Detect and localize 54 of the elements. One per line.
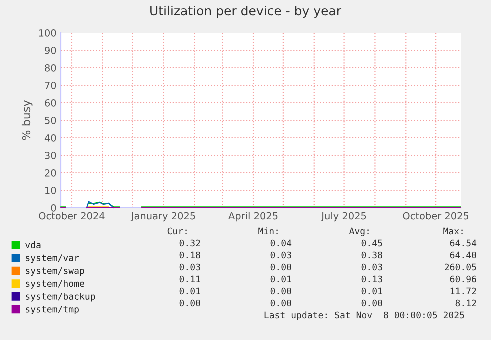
legend-label: system/backup <box>26 292 96 302</box>
text: 0.00 <box>180 300 200 307</box>
text: 0.38 <box>362 252 382 259</box>
text: 0.03 <box>180 264 200 271</box>
y-axis-title: % busy <box>22 100 33 140</box>
text: Min: <box>258 228 278 235</box>
text: 0.03 <box>362 264 382 271</box>
text: Cur: <box>168 228 187 235</box>
text: 0.03 <box>270 252 292 259</box>
x-tick-label: January 2025 <box>130 212 196 222</box>
text: 0.00 <box>270 264 292 271</box>
text: 0.00 <box>270 288 292 295</box>
text: 0.18 <box>180 252 200 259</box>
y-tick-label: 50 <box>45 116 56 124</box>
text: Max: <box>444 228 463 235</box>
text: 0.45 <box>362 240 382 247</box>
y-tick-label: 20 <box>45 169 56 177</box>
y-tick-label: 90 <box>45 46 56 54</box>
text: 8.12 <box>456 300 476 307</box>
chart-title: Utilization per device - by year <box>150 6 342 18</box>
text: 0.00 <box>362 300 382 307</box>
text: 0.01 <box>180 288 200 295</box>
x-tick-label: October 2024 <box>39 212 105 220</box>
text: Last update: Sat Nov 8 00:00:05 2025 <box>264 312 464 320</box>
y-tick-label: 0 <box>51 204 56 212</box>
legend-label: system/home <box>26 280 84 289</box>
y-tick-label: 80 <box>45 64 56 72</box>
line-series <box>86 201 114 209</box>
text: 0.32 <box>180 240 200 247</box>
text: 0.01 <box>270 276 292 283</box>
text: Avg: <box>349 228 369 236</box>
text: 64.40 <box>450 252 476 259</box>
text: 0.00 <box>270 300 292 307</box>
text: 11.72 <box>450 288 476 295</box>
legend-label: system/var <box>26 254 80 264</box>
text: 64.54 <box>450 240 477 247</box>
x-tick-label: October 2025 <box>403 212 469 220</box>
legend-label: system/swap <box>26 268 84 276</box>
text: 260.05 <box>445 264 476 271</box>
y-tick-label: 100 <box>39 29 56 37</box>
y-tick-label: 40 <box>44 134 56 142</box>
text: 0.13 <box>362 276 382 283</box>
y-tick-label: 70 <box>45 82 56 90</box>
y-tick-label: 30 <box>45 152 56 160</box>
x-tick-label: April 2025 <box>228 212 278 222</box>
y-tick-label: 10 <box>46 186 56 194</box>
text: 60.96 <box>450 276 476 283</box>
legend-label: system/tmp <box>26 306 79 315</box>
x-tick-label: July 2025 <box>321 212 366 222</box>
y-tick-label: 60 <box>45 99 56 107</box>
text: 0.11 <box>180 276 200 283</box>
text: 0.01 <box>362 288 382 295</box>
text: 0.04 <box>270 240 292 247</box>
legend-label: vda <box>26 242 41 249</box>
